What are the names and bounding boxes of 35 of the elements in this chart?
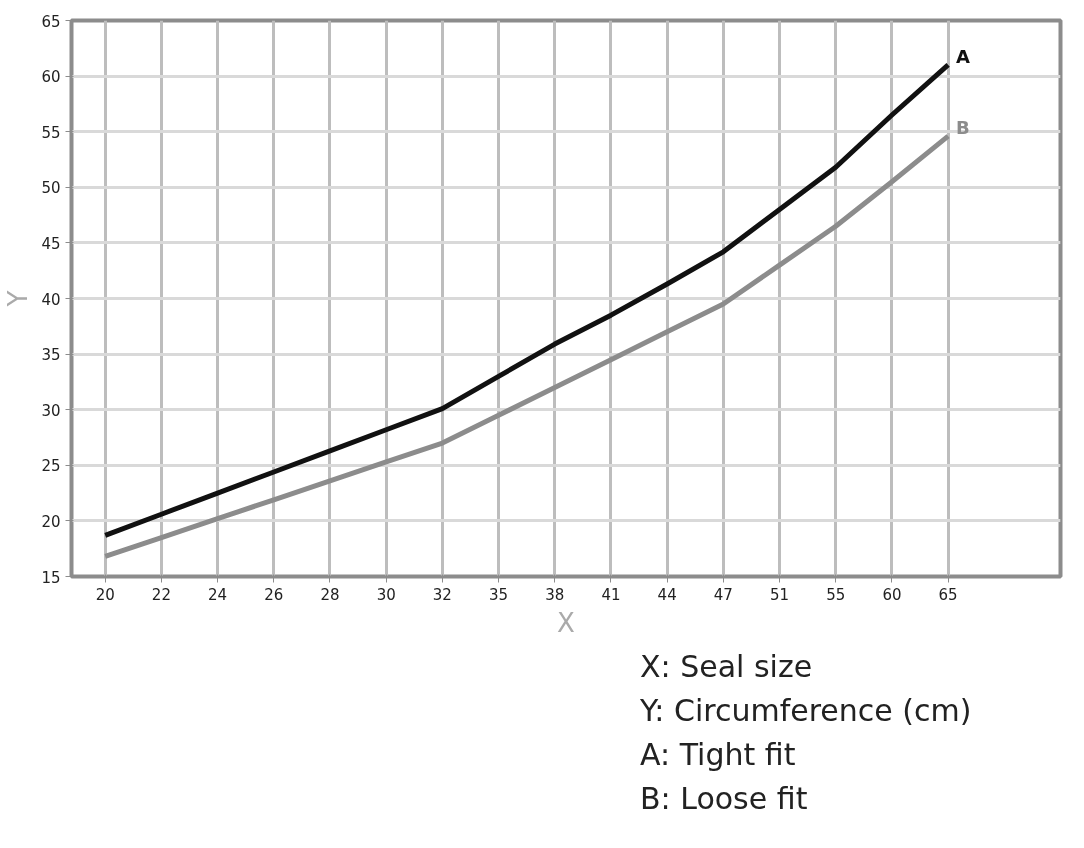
x-tick-label: 24 (208, 585, 228, 604)
x-tick-label: 51 (769, 585, 790, 604)
y-tick-label: 25 (41, 457, 61, 476)
y-tick-label: 55 (41, 123, 61, 142)
x-tick-label: 60 (882, 585, 902, 604)
x-tick-label: 55 (826, 585, 846, 604)
text: X: Seal size (640, 648, 814, 686)
series-label: A (956, 45, 971, 67)
y-tick-label: 20 (41, 512, 61, 531)
x-tick-label: 44 (657, 585, 677, 604)
y-tick-label: 35 (41, 346, 61, 365)
x-tick-label: 32 (432, 585, 452, 604)
text: A: Tight fit (640, 736, 797, 774)
x-tick-label: 20 (95, 585, 115, 604)
series-label: B (956, 117, 970, 139)
x-axis-title: X (557, 607, 575, 638)
y-tick-label: 40 (41, 290, 61, 309)
y-tick-label: 50 (41, 179, 61, 198)
x-tick-label: 22 (151, 585, 171, 604)
x-tick-label: 30 (376, 585, 396, 604)
y-tick-label: 65 (41, 12, 61, 31)
x-tick-label: 38 (545, 585, 565, 604)
text: B: Loose fit (640, 780, 809, 818)
y-tick-label: 15 (41, 568, 61, 587)
x-tick-label: 65 (938, 585, 958, 604)
y-tick-label: 60 (41, 68, 61, 87)
x-tick-label: 35 (489, 585, 509, 604)
x-tick-label: 26 (264, 585, 284, 604)
text: Y: Circumference (cm) (640, 692, 972, 730)
y-tick-label: 30 (41, 401, 61, 420)
y-tick-label: 45 (41, 234, 61, 253)
x-tick-label: 41 (601, 585, 621, 604)
y-axis-title: Y (3, 290, 34, 308)
x-tick-label: 28 (320, 585, 340, 604)
x-tick-label: 47 (713, 585, 733, 604)
